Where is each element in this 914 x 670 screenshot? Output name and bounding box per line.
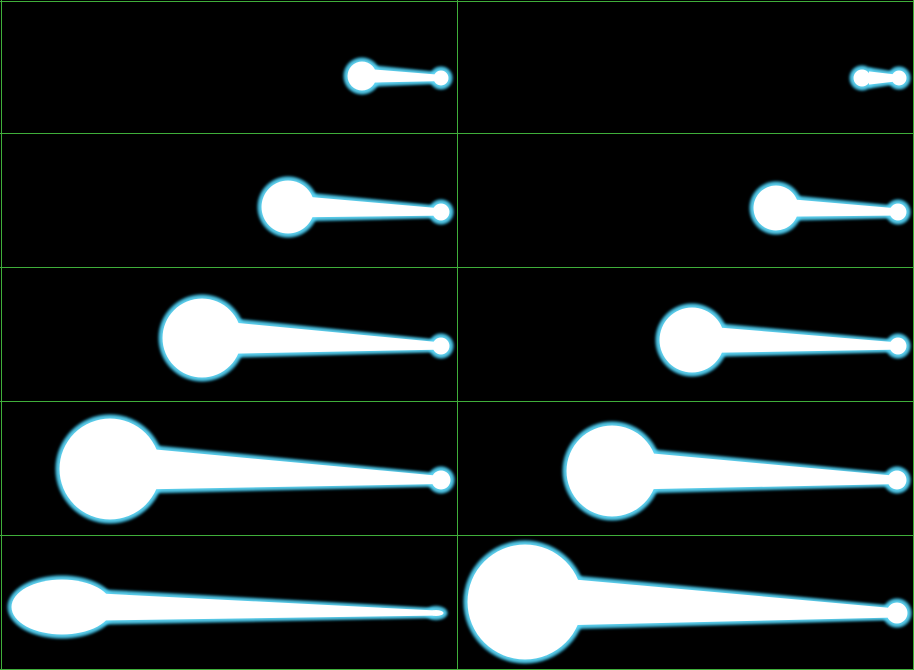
energy-beam-sprite (749, 181, 911, 235)
sprite-frame-r1-c2 (849, 65, 911, 91)
energy-beam-sprite (55, 414, 455, 524)
elongated-beam-sprite (7, 575, 448, 639)
sprite-frame-r3-c1 (158, 294, 454, 382)
frames-layer (7, 57, 912, 664)
energy-beam-sprite (655, 303, 911, 377)
beam-core (347, 61, 449, 91)
energy-beam-sprite (257, 176, 454, 238)
sprite-frame-r4-c1 (55, 414, 455, 524)
sprite-frame-r4-c2 (562, 421, 911, 521)
energy-beam-sprite (158, 294, 454, 382)
sprite-frame-r2-c1 (257, 176, 454, 238)
energy-beam-sprite (463, 540, 912, 664)
sprite-frame-r1-c1 (343, 57, 453, 95)
beam-core (162, 298, 450, 378)
beam-core (467, 544, 908, 660)
energy-beam-sprite (849, 65, 911, 91)
sprite-frame-r2-c2 (749, 181, 911, 235)
sprite-frame-r3-c2 (655, 303, 911, 377)
beam-core (853, 69, 907, 87)
energy-beam-sprite (343, 57, 453, 95)
beam-core (261, 180, 450, 234)
sprite-frame-r5-c2 (463, 540, 912, 664)
beam-core (659, 307, 907, 373)
sprite-frame-r5-c1 (7, 575, 448, 639)
beam-core (11, 579, 444, 635)
energy-beam-sprite (562, 421, 911, 521)
beam-core (566, 425, 907, 517)
beam-core (753, 185, 907, 231)
beam-core (59, 418, 451, 520)
